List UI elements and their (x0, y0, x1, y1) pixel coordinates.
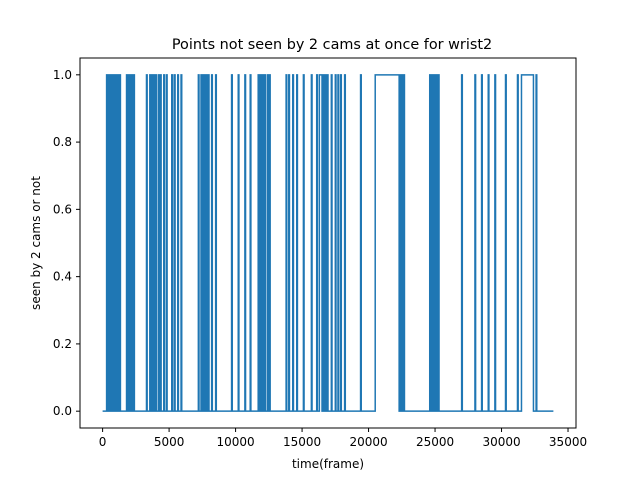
x-tick-label: 10000 (216, 435, 254, 449)
y-tick-label: 1.0 (53, 68, 72, 82)
y-tick-label: 0.6 (53, 202, 72, 216)
x-tick-label: 25000 (416, 435, 454, 449)
x-tick-label: 30000 (482, 435, 520, 449)
plot-frame (79, 57, 577, 429)
y-tick-label: 0.2 (53, 337, 72, 351)
y-axis-ticks: 0.0 0.2 0.4 0.6 0.8 1.0 (53, 68, 80, 418)
y-tick-label: 0.0 (53, 404, 72, 418)
x-axis-ticks: 0 5000 10000 15000 20000 25000 30000 35000 (99, 428, 587, 449)
chart-title: Points not seen by 2 cams at once for wr… (172, 37, 492, 53)
y-axis-label: seen by 2 cams or not (29, 176, 43, 310)
x-tick-label: 15000 (283, 435, 321, 449)
x-tick-label: 35000 (549, 435, 587, 449)
series-line (102, 74, 554, 412)
x-tick-label: 5000 (154, 435, 185, 449)
x-axis-label: time(frame) (292, 457, 364, 471)
data-layer (102, 74, 554, 412)
x-tick-label: 20000 (349, 435, 387, 449)
plot-area (79, 57, 577, 429)
y-tick-label: 0.4 (53, 270, 72, 284)
y-tick-label: 0.8 (53, 135, 72, 149)
x-tick-label: 0 (99, 435, 107, 449)
